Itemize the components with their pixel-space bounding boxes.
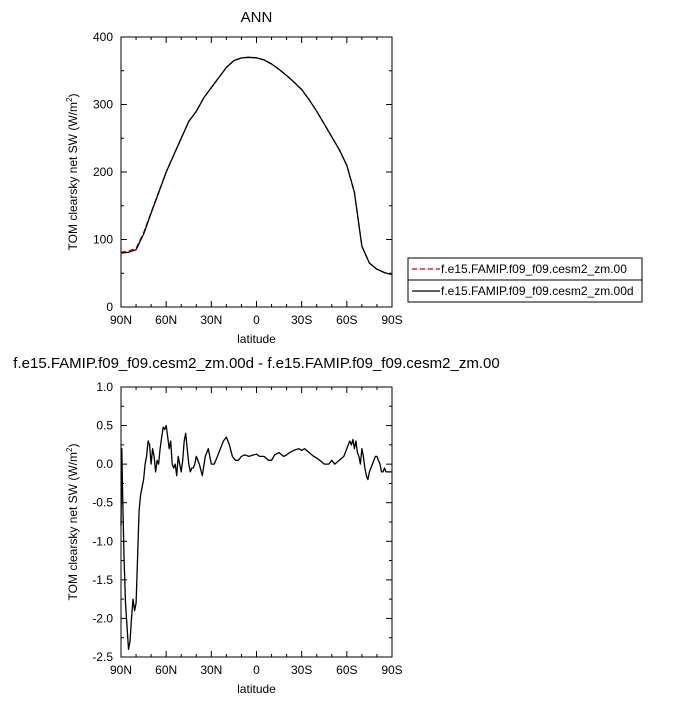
y-axis-title-superscript: 2: [65, 97, 74, 102]
y-axis-title-main: TOM clearsky net SW (W/m: [66, 102, 80, 250]
y-tick-label: 300: [93, 98, 113, 112]
legend-label: f.e15.FAMIP.f09_f09.cesm2_zm.00: [441, 262, 627, 276]
x-tick-label: 60S: [336, 663, 357, 677]
legend-entry-box: [407, 279, 643, 303]
y-tick-label: 0: [106, 300, 113, 314]
y-axis-title: TOM clearsky net SW (W/m2): [65, 94, 80, 251]
x-tick-label: 60N: [155, 663, 177, 677]
y-axis-title-main: TOM clearsky net SW (W/m: [66, 452, 80, 600]
plot-frame: [120, 386, 393, 658]
y-tick-label: 100: [93, 233, 113, 247]
x-tick-label: 30N: [200, 313, 222, 327]
y-tick-label: -1.5: [92, 573, 113, 587]
series-line-1: [120, 424, 392, 650]
y-axis-title: TOM clearsky net SW (W/m2): [65, 444, 80, 601]
series-line-1: [120, 56, 393, 276]
y-tick-label: 0.5: [96, 419, 113, 433]
y-axis-title-tail: ): [66, 94, 80, 98]
plot-frame: [120, 36, 393, 308]
x-axis-title: latitude: [237, 332, 276, 346]
x-tick-label: 60S: [336, 313, 357, 327]
x-tick-label: 90N: [110, 663, 132, 677]
x-axis-title: latitude: [237, 682, 276, 696]
y-tick-label: 200: [93, 165, 113, 179]
y-tick-label: 1.0: [96, 380, 113, 394]
y-tick-label: 400: [93, 30, 113, 44]
chart-title: f.e15.FAMIP.f09_f09.cesm2_zm.00d - f.e15…: [13, 355, 499, 372]
chart-panel-2: f.e15.FAMIP.f09_f09.cesm2_zm.00d - f.e15…: [13, 355, 499, 696]
chart-title: ANN: [241, 9, 273, 26]
chart-panel-1: ANN 90N 60N 30N 0 30S 60S 90S 0 100 200 300 400 latit…: [65, 9, 643, 346]
legend-label: f.e15.FAMIP.f09_f09.cesm2_zm.00d: [441, 284, 634, 298]
x-tick-label: 90S: [381, 663, 402, 677]
x-tick-label: 60N: [155, 313, 177, 327]
y-tick-label: 0.0: [96, 457, 113, 471]
y-tick-label: -0.5: [92, 496, 113, 510]
x-tick-label: 0: [253, 663, 260, 677]
x-tick-label: 30S: [291, 663, 312, 677]
x-tick-label: 0: [253, 313, 260, 327]
series-line-2: [120, 56, 393, 276]
y-tick-label: -1.0: [92, 534, 113, 548]
y-tick-label: -2.5: [92, 650, 113, 664]
y-axis-title-tail: ): [66, 444, 80, 448]
x-tick-label: 30N: [200, 663, 222, 677]
y-axis-title-superscript: 2: [65, 447, 74, 452]
x-tick-label: 90N: [110, 313, 132, 327]
x-tick-label: 30S: [291, 313, 312, 327]
y-tick-label: -2.0: [92, 611, 113, 625]
x-tick-label: 90S: [381, 313, 402, 327]
legend: f.e15.FAMIP.f09_f09.cesm2_zm.00 f.e15.FAM…: [407, 257, 643, 303]
